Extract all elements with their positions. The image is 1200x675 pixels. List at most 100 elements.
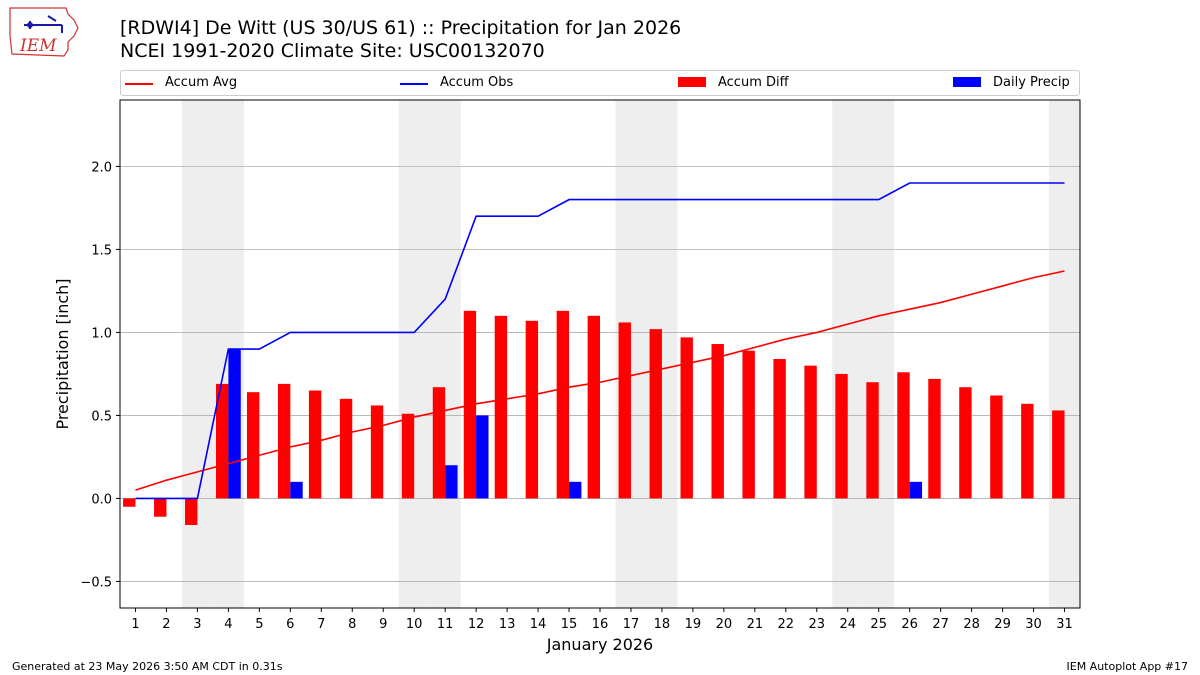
x-tick-label: 14 bbox=[530, 617, 547, 632]
weekend-shade-4 bbox=[212, 100, 244, 608]
legend-label-accum-diff: Accum Diff bbox=[718, 75, 789, 90]
accum-obs-line bbox=[135, 182, 1065, 500]
iowa-outline bbox=[9, 7, 79, 57]
y-tick-label: −0.5 bbox=[80, 575, 112, 590]
y-tick-label: 0.5 bbox=[91, 409, 112, 424]
accum-diff-bar-7 bbox=[308, 390, 322, 499]
accum-diff-bar-18 bbox=[649, 329, 662, 499]
accum-diff-bar-8 bbox=[339, 398, 353, 499]
daily-precip-bar-6 bbox=[290, 481, 303, 499]
footer-generated-text: Generated at 23 May 2026 3:50 AM CDT in … bbox=[12, 660, 283, 673]
x-tick-label: 10 bbox=[406, 617, 423, 632]
accum-diff-bar-14 bbox=[525, 320, 539, 499]
weekend-shade-3 bbox=[181, 100, 213, 608]
accum-diff-bar-20 bbox=[711, 344, 724, 499]
chart-legend: Accum Avg Accum Obs Accum Diff Daily Pre… bbox=[120, 70, 1080, 96]
legend-label-daily-precip: Daily Precip bbox=[993, 75, 1070, 90]
accum-diff-bar-24 bbox=[835, 373, 848, 499]
chart-subtitle: NCEI 1991-2020 Climate Site: USC00132070 bbox=[120, 40, 545, 62]
x-tick-label: 22 bbox=[778, 617, 795, 632]
weekend-shade-25 bbox=[863, 100, 895, 608]
daily-precip-bar-15 bbox=[569, 481, 582, 499]
accum-diff-bar-30 bbox=[1021, 403, 1034, 499]
x-tick-label: 24 bbox=[839, 617, 856, 632]
legend-swatch-daily-precip bbox=[953, 77, 981, 87]
station-dot-icon bbox=[27, 22, 33, 28]
x-tick-label: 30 bbox=[1025, 617, 1042, 632]
accum-diff-bar-15 bbox=[556, 310, 570, 499]
x-tick-label: 17 bbox=[623, 617, 640, 632]
accum-diff-bar-3 bbox=[185, 498, 198, 525]
legend-swatch-accum-obs bbox=[400, 83, 428, 85]
y-tick-label: 0.0 bbox=[91, 492, 112, 507]
weekend-shade-10 bbox=[398, 100, 430, 608]
accum-diff-bar-22 bbox=[773, 358, 786, 499]
accum-diff-bar-4 bbox=[216, 383, 229, 499]
x-tick-label: 3 bbox=[193, 617, 201, 632]
daily-precip-bar-4 bbox=[228, 349, 241, 499]
x-tick-label: 29 bbox=[994, 617, 1011, 632]
accum-diff-bar-23 bbox=[804, 365, 817, 499]
x-tick-label: 8 bbox=[348, 617, 356, 632]
accum-diff-bar-1 bbox=[123, 498, 136, 507]
accum-diff-bar-9 bbox=[370, 405, 384, 499]
accum-diff-bar-11 bbox=[432, 387, 446, 499]
daily-precip-bar-12 bbox=[476, 415, 489, 499]
accum-diff-bar-10 bbox=[401, 413, 415, 499]
accum-diff-bar-19 bbox=[680, 337, 693, 499]
legend-swatch-accum-diff bbox=[678, 77, 706, 87]
x-tick-label: 27 bbox=[932, 617, 949, 632]
logo-text: IEM bbox=[19, 36, 57, 56]
y-tick-label: 1.5 bbox=[91, 243, 112, 258]
accum-diff-bar-29 bbox=[990, 395, 1003, 499]
x-tick-label: 21 bbox=[747, 617, 764, 632]
weekend-shade-17 bbox=[615, 100, 647, 608]
accum-diff-bar-16 bbox=[587, 315, 600, 499]
x-tick-label: 11 bbox=[437, 617, 454, 632]
x-tick-label: 23 bbox=[809, 617, 826, 632]
weekend-shade-24 bbox=[832, 100, 864, 608]
accum-diff-bar-27 bbox=[928, 378, 941, 499]
legend-swatch-accum-avg bbox=[125, 83, 153, 85]
x-tick-label: 26 bbox=[901, 617, 918, 632]
accum-diff-bar-21 bbox=[742, 350, 755, 499]
y-axis-label: Precipitation [inch] bbox=[53, 278, 72, 429]
x-tick-label: 28 bbox=[963, 617, 980, 632]
x-tick-label: 4 bbox=[224, 617, 232, 632]
accum-diff-bar-13 bbox=[494, 315, 508, 499]
daily-precip-bar-26 bbox=[909, 481, 923, 499]
x-tick-label: 1 bbox=[131, 617, 139, 632]
x-tick-label: 13 bbox=[499, 617, 516, 632]
accum-diff-bar-2 bbox=[154, 498, 167, 517]
x-tick-label: 25 bbox=[870, 617, 887, 632]
x-tick-label: 19 bbox=[685, 617, 702, 632]
accum-diff-bar-25 bbox=[866, 382, 879, 499]
accum-diff-bar-26 bbox=[897, 372, 910, 499]
weekend-shade-11 bbox=[429, 100, 461, 608]
x-tick-label: 6 bbox=[286, 617, 294, 632]
x-tick-label: 15 bbox=[561, 617, 578, 632]
y-tick-label: 2.0 bbox=[91, 160, 112, 175]
accum-avg-line bbox=[135, 270, 1065, 491]
chart-title: [RDWI4] De Witt (US 30/US 61) :: Precipi… bbox=[120, 17, 682, 39]
plot-frame bbox=[119, 99, 1081, 609]
iem-logo: IEM bbox=[9, 7, 79, 57]
x-tick-label: 18 bbox=[654, 617, 671, 632]
accum-diff-bar-12 bbox=[463, 310, 477, 499]
legend-label-accum-avg: Accum Avg bbox=[165, 75, 238, 90]
legend-label-accum-obs: Accum Obs bbox=[440, 75, 514, 90]
accum-diff-bar-6 bbox=[277, 383, 291, 499]
x-tick-label: 9 bbox=[379, 617, 387, 632]
x-tick-label: 12 bbox=[468, 617, 485, 632]
x-axis-label: January 2026 bbox=[546, 635, 653, 654]
accum-diff-bar-31 bbox=[1052, 410, 1065, 499]
x-tick-label: 2 bbox=[162, 617, 170, 632]
x-tick-label: 20 bbox=[716, 617, 733, 632]
accum-diff-bar-17 bbox=[618, 322, 631, 499]
accum-diff-bar-28 bbox=[959, 387, 972, 499]
x-tick-label: 5 bbox=[255, 617, 263, 632]
accum-diff-bar-5 bbox=[246, 392, 260, 499]
daily-precip-bar-11 bbox=[445, 465, 458, 499]
x-tick-label: 31 bbox=[1056, 617, 1073, 632]
